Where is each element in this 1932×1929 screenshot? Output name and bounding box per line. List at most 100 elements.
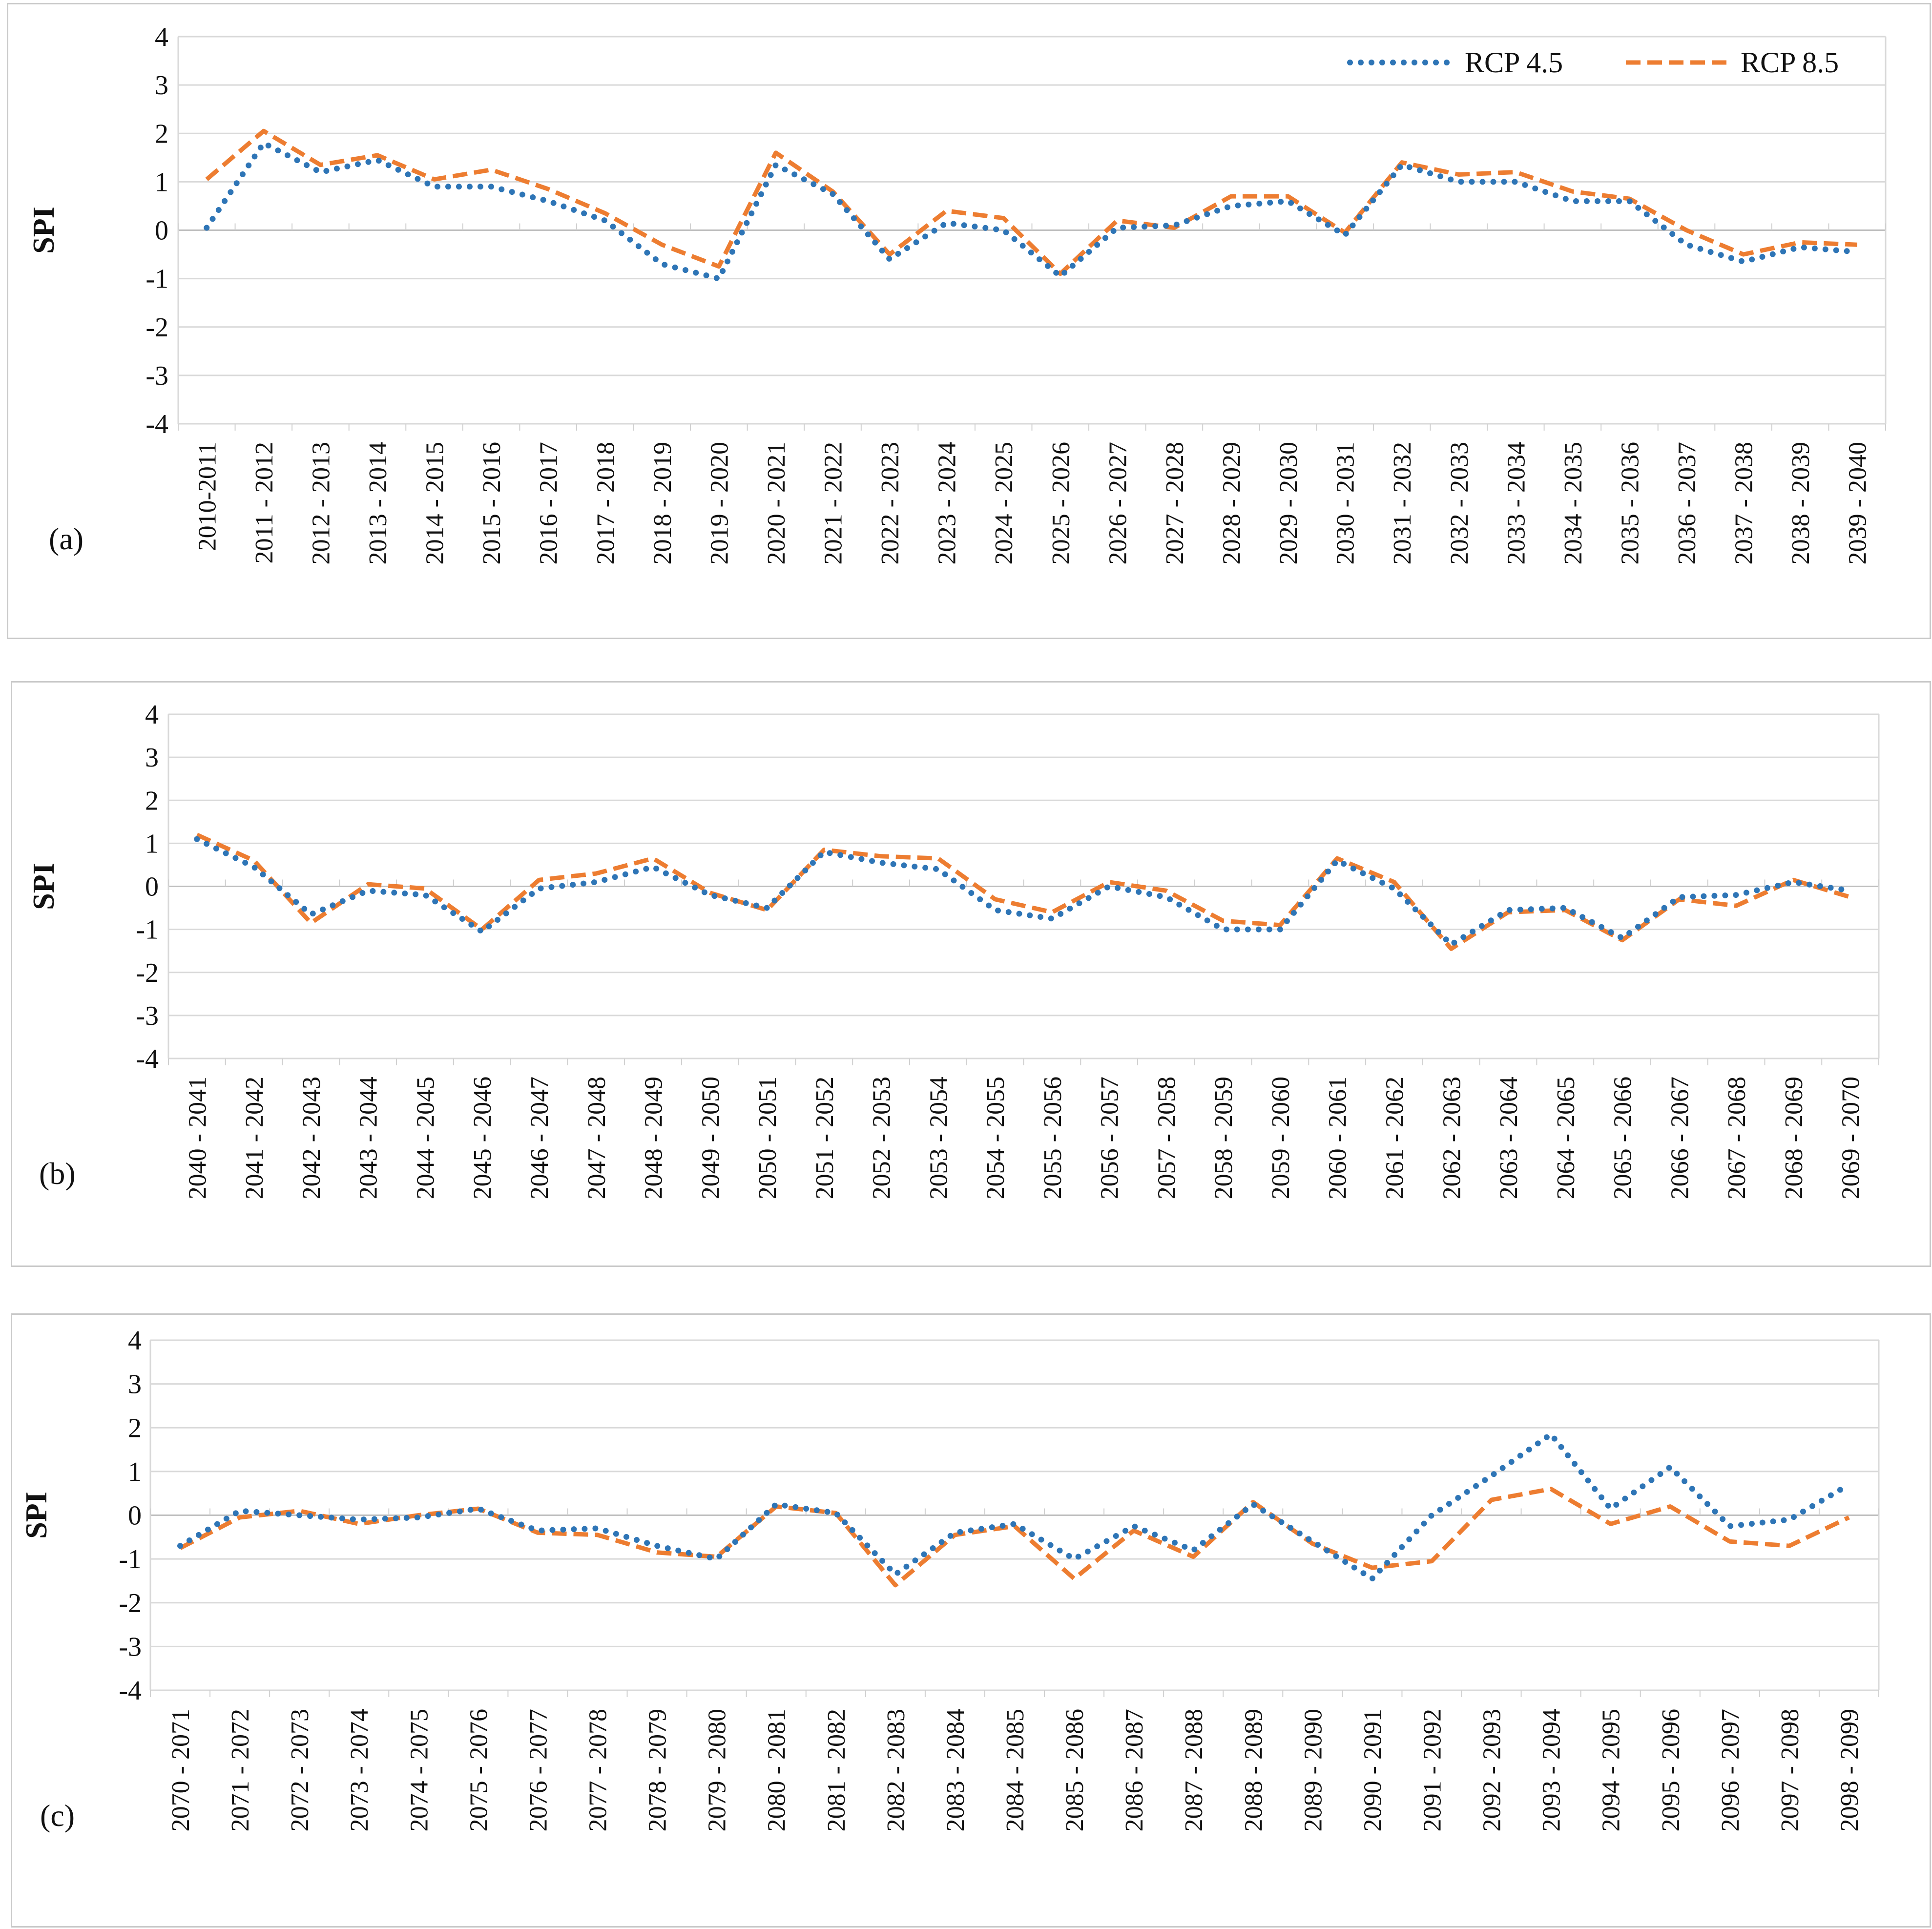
data-point <box>491 186 492 187</box>
x-category-label: 2037 - 2038 <box>1730 442 1758 564</box>
x-category-label: 2092 - 2093 <box>1478 1709 1506 1831</box>
y-tick-label: 3 <box>145 743 159 773</box>
data-point <box>995 910 996 911</box>
y-tick-label: 2 <box>155 119 168 149</box>
panel-c-frame <box>11 1313 1931 1928</box>
x-category-label: 2072 - 2073 <box>286 1709 314 1831</box>
y-tick-label: 1 <box>155 167 168 197</box>
data-point <box>657 1552 658 1553</box>
data-point <box>1393 888 1394 889</box>
y-tick-label: -2 <box>136 958 159 988</box>
data-point <box>1729 1526 1730 1527</box>
y-tick-label: 3 <box>128 1369 142 1400</box>
x-category-label: 2016 - 2017 <box>535 442 563 564</box>
x-category-label: 2065 - 2066 <box>1609 1077 1637 1199</box>
chart-panel-c: 4 3 2 1 0 -1 -2 -3 -4 SPI 2070 - 2071 2071 - 2072 20… <box>20 1326 1880 1833</box>
data-point <box>1629 201 1630 202</box>
x-category-label: 2080 - 2081 <box>763 1709 791 1831</box>
data-point <box>1729 1541 1730 1542</box>
data-point <box>491 169 492 170</box>
data-point <box>320 165 321 166</box>
x-category-label: 2071 - 2072 <box>227 1709 254 1831</box>
data-point <box>1193 1550 1194 1551</box>
data-point <box>1003 230 1004 231</box>
data-point <box>1572 201 1573 202</box>
x-category-label: 2044 - 2045 <box>412 1077 439 1199</box>
x-category-label: 2097 - 2098 <box>1776 1709 1804 1831</box>
x-category-label: 2096 - 2097 <box>1717 1709 1745 1831</box>
data-point <box>1165 897 1166 898</box>
chart-panel-b: 4 3 2 1 0 -1 -2 -3 -4 SPI 2040 - 2041 2041 - 2042 20… <box>27 700 1880 1199</box>
data-point <box>1109 886 1110 887</box>
data-point <box>1223 920 1224 921</box>
data-point <box>299 1511 300 1512</box>
y-axis-label: SPI <box>27 207 61 253</box>
data-point <box>481 931 482 932</box>
x-category-label: 2038 - 2039 <box>1787 442 1815 564</box>
x-category-label: 2047 - 2048 <box>583 1077 611 1199</box>
y-tick-label: -1 <box>119 1544 142 1575</box>
data-point <box>1551 1489 1552 1490</box>
data-point <box>895 1585 896 1586</box>
panel-a-frame <box>7 3 1931 639</box>
data-point <box>1670 1467 1671 1468</box>
data-point <box>180 1545 181 1546</box>
series-line-rcp45 <box>177 1431 1852 1582</box>
data-point <box>1800 247 1801 248</box>
x-category-label: 2032 - 2033 <box>1446 442 1474 564</box>
x-category-label: 2082 - 2083 <box>882 1709 910 1831</box>
panel-label: (a) <box>49 521 83 556</box>
data-point <box>311 914 312 915</box>
data-point <box>776 1504 777 1505</box>
data-point <box>418 1517 419 1518</box>
data-point <box>1515 181 1516 182</box>
y-axis-label: SPI <box>20 1492 53 1538</box>
data-point <box>548 201 549 202</box>
data-point <box>548 188 549 189</box>
x-category-label: 2063 - 2064 <box>1495 1077 1523 1199</box>
y-tick-label: -1 <box>136 915 159 945</box>
data-point <box>937 869 938 870</box>
x-category-label: 2088 - 2089 <box>1240 1709 1267 1831</box>
y-tick-label: 0 <box>128 1501 142 1531</box>
data-point <box>1060 276 1061 277</box>
x-category-label: 2010-2011 <box>193 442 221 551</box>
data-point <box>1052 918 1053 919</box>
data-point <box>1401 162 1402 163</box>
data-point <box>539 888 540 889</box>
data-point <box>824 851 825 852</box>
data-point <box>596 882 597 883</box>
data-point <box>434 179 435 180</box>
data-point <box>1014 1523 1015 1524</box>
data-point <box>1431 1515 1432 1516</box>
data-point <box>239 1511 240 1512</box>
x-category-label: 2075 - 2076 <box>465 1709 493 1831</box>
data-point <box>1622 937 1623 938</box>
data-point <box>1458 174 1459 175</box>
data-point <box>253 860 254 861</box>
data-point <box>1401 165 1402 166</box>
data-point <box>1060 273 1061 274</box>
data-point <box>889 259 890 260</box>
x-category-label: 2011 - 2012 <box>250 442 278 563</box>
y-tick-label: -3 <box>145 361 168 391</box>
x-category-label: 2076 - 2077 <box>524 1709 552 1831</box>
x-category-label: 2091 - 2092 <box>1418 1709 1446 1831</box>
data-point <box>1431 1561 1432 1562</box>
x-category-label: 2033 - 2034 <box>1502 442 1530 564</box>
x-category-label: 2046 - 2047 <box>526 1077 554 1199</box>
data-point <box>377 160 378 161</box>
x-category-label: 2029 - 2030 <box>1275 442 1303 564</box>
data-point <box>299 1515 300 1516</box>
x-category-label: 2025 - 2026 <box>1047 442 1075 564</box>
data-point <box>1371 1578 1372 1579</box>
data-point <box>889 254 890 255</box>
data-point <box>653 867 654 868</box>
panel-label: (b) <box>39 1156 76 1191</box>
x-category-label: 2036 - 2037 <box>1673 442 1701 564</box>
x-category-label: 2074 - 2075 <box>405 1709 433 1831</box>
x-category-label: 2094 - 2095 <box>1598 1709 1625 1831</box>
data-point <box>955 1532 956 1533</box>
data-point <box>1074 1558 1075 1559</box>
y-tick-label: -3 <box>119 1632 142 1662</box>
